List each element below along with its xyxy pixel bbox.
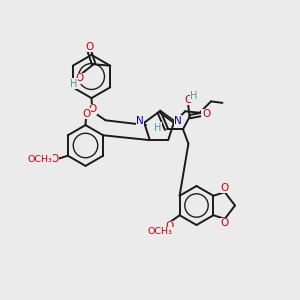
- Text: O: O: [221, 218, 229, 228]
- Text: O: O: [88, 104, 96, 114]
- Text: N: N: [136, 116, 144, 126]
- Text: O: O: [82, 109, 90, 119]
- Text: H: H: [154, 123, 162, 133]
- Text: OCH₃: OCH₃: [147, 227, 172, 236]
- Text: O: O: [221, 183, 229, 193]
- Text: OCH₃: OCH₃: [28, 155, 52, 164]
- Text: N: N: [174, 116, 182, 126]
- Text: O: O: [184, 95, 192, 105]
- Text: O: O: [50, 154, 58, 164]
- Text: O: O: [76, 73, 84, 83]
- Text: H: H: [190, 91, 198, 101]
- Text: O: O: [166, 221, 174, 231]
- Text: O: O: [85, 42, 93, 52]
- Text: H: H: [70, 79, 78, 89]
- Text: O: O: [202, 109, 210, 119]
